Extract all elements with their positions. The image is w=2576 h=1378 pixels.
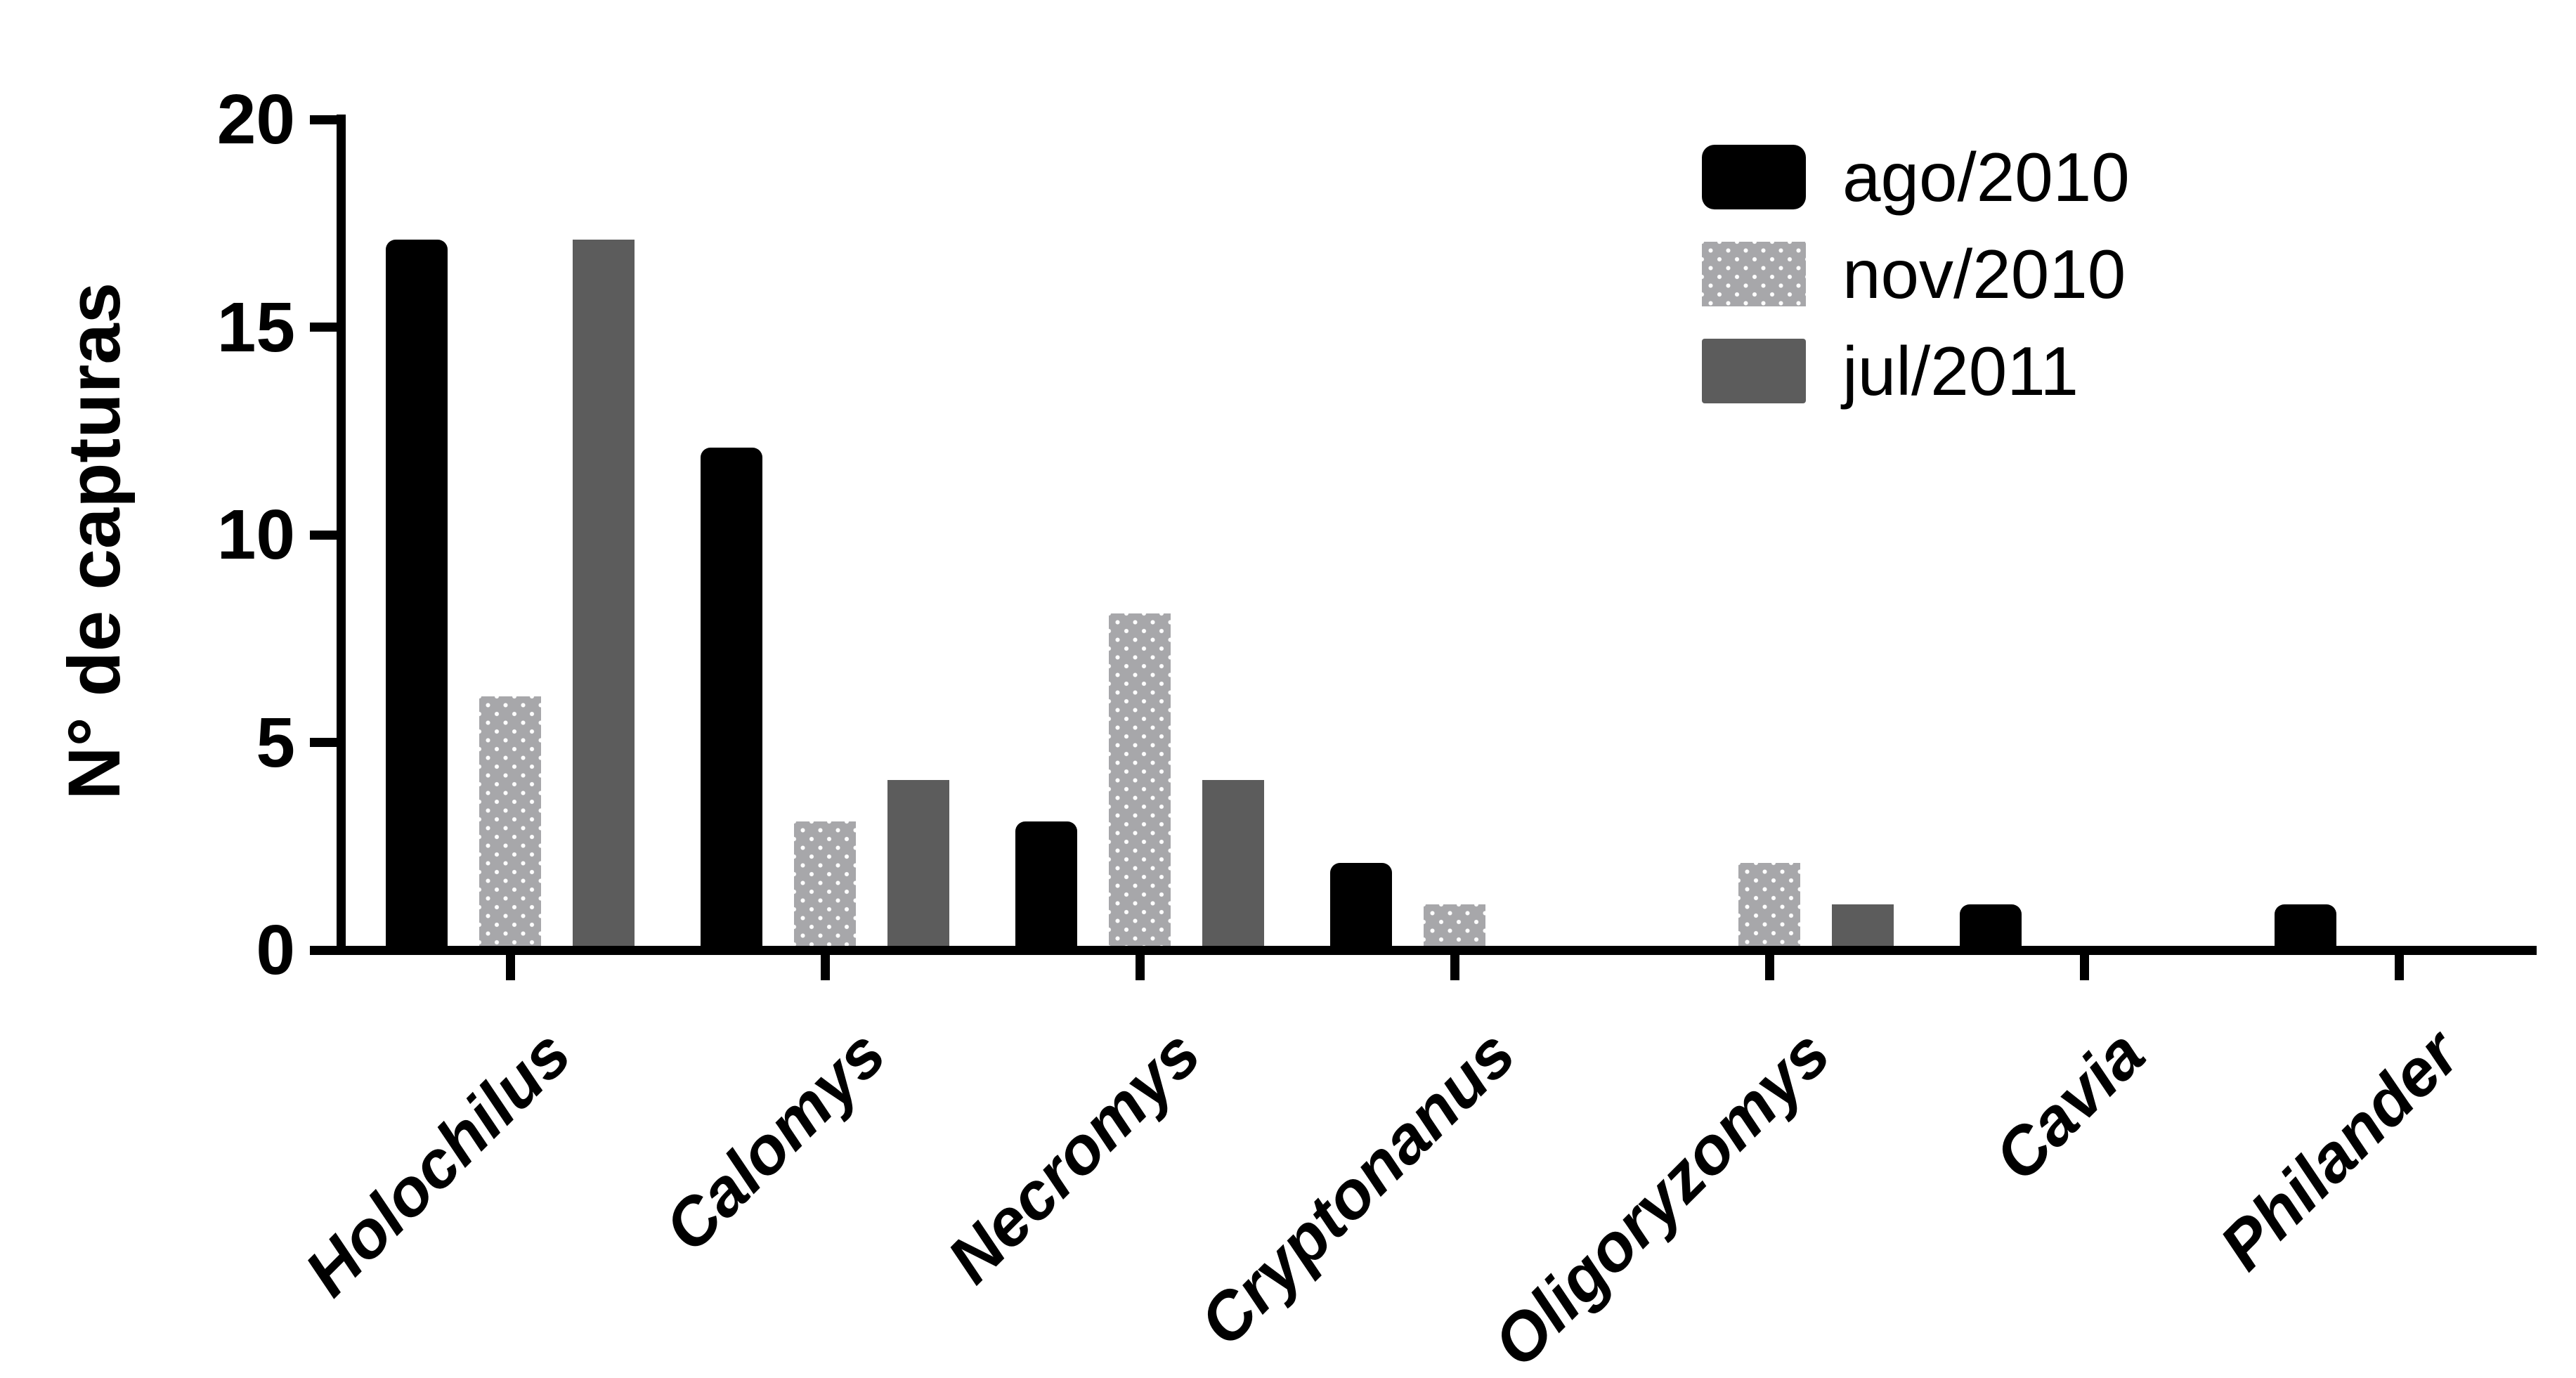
y-axis-spine bbox=[337, 115, 346, 955]
bar-oligoryzomys-nov-2010 bbox=[1738, 863, 1800, 946]
y-tick-label-10: 10 bbox=[216, 495, 295, 574]
bar-cryptonanus-nov-2010 bbox=[1424, 904, 1485, 946]
y-tick-5 bbox=[310, 738, 337, 747]
legend-swatch-ago-2010 bbox=[1702, 145, 1806, 209]
bar-oligoryzomys-jul-2011 bbox=[1832, 904, 1894, 946]
bar-calomys-ago-2010 bbox=[701, 448, 762, 946]
y-tick-label-15: 15 bbox=[216, 287, 295, 367]
bar-philander-ago-2010 bbox=[2275, 904, 2336, 946]
x-tick-cavia bbox=[2079, 955, 2089, 980]
bar-holochilus-ago-2010 bbox=[386, 240, 448, 946]
x-tick-cryptonanus bbox=[1450, 955, 1459, 980]
x-tick-oligoryzomys bbox=[1764, 955, 1774, 980]
x-tick-philander bbox=[2394, 955, 2404, 980]
legend-swatch-nov-2010 bbox=[1702, 242, 1806, 306]
x-tick-calomys bbox=[820, 955, 830, 980]
y-tick-label-20: 20 bbox=[216, 80, 295, 159]
legend-swatch-jul-2011 bbox=[1702, 339, 1806, 403]
bar-cavia-ago-2010 bbox=[1960, 904, 2022, 946]
bar-necromys-ago-2010 bbox=[1015, 821, 1077, 946]
y-tick-10 bbox=[310, 530, 337, 540]
x-tick-holochilus bbox=[505, 955, 515, 980]
y-tick-20 bbox=[310, 115, 337, 124]
bar-calomys-nov-2010 bbox=[794, 821, 856, 946]
bar-holochilus-jul-2011 bbox=[573, 240, 635, 946]
legend-label-nov-2010: nov/2010 bbox=[1842, 235, 2126, 313]
legend-label-jul-2011: jul/2011 bbox=[1842, 332, 2079, 410]
bar-cryptonanus-ago-2010 bbox=[1330, 863, 1392, 946]
y-tick-15 bbox=[310, 323, 337, 332]
x-tick-necromys bbox=[1135, 955, 1145, 980]
legend-label-ago-2010: ago/2010 bbox=[1842, 138, 2130, 216]
y-tick-label-0: 0 bbox=[256, 911, 295, 989]
bar-necromys-nov-2010 bbox=[1109, 613, 1171, 946]
bar-calomys-jul-2011 bbox=[887, 780, 949, 946]
y-tick-label-5: 5 bbox=[256, 703, 295, 782]
y-tick-0 bbox=[310, 945, 337, 955]
bar-necromys-jul-2011 bbox=[1202, 780, 1264, 946]
bar-holochilus-nov-2010 bbox=[479, 696, 541, 946]
x-axis-line bbox=[337, 946, 2537, 955]
